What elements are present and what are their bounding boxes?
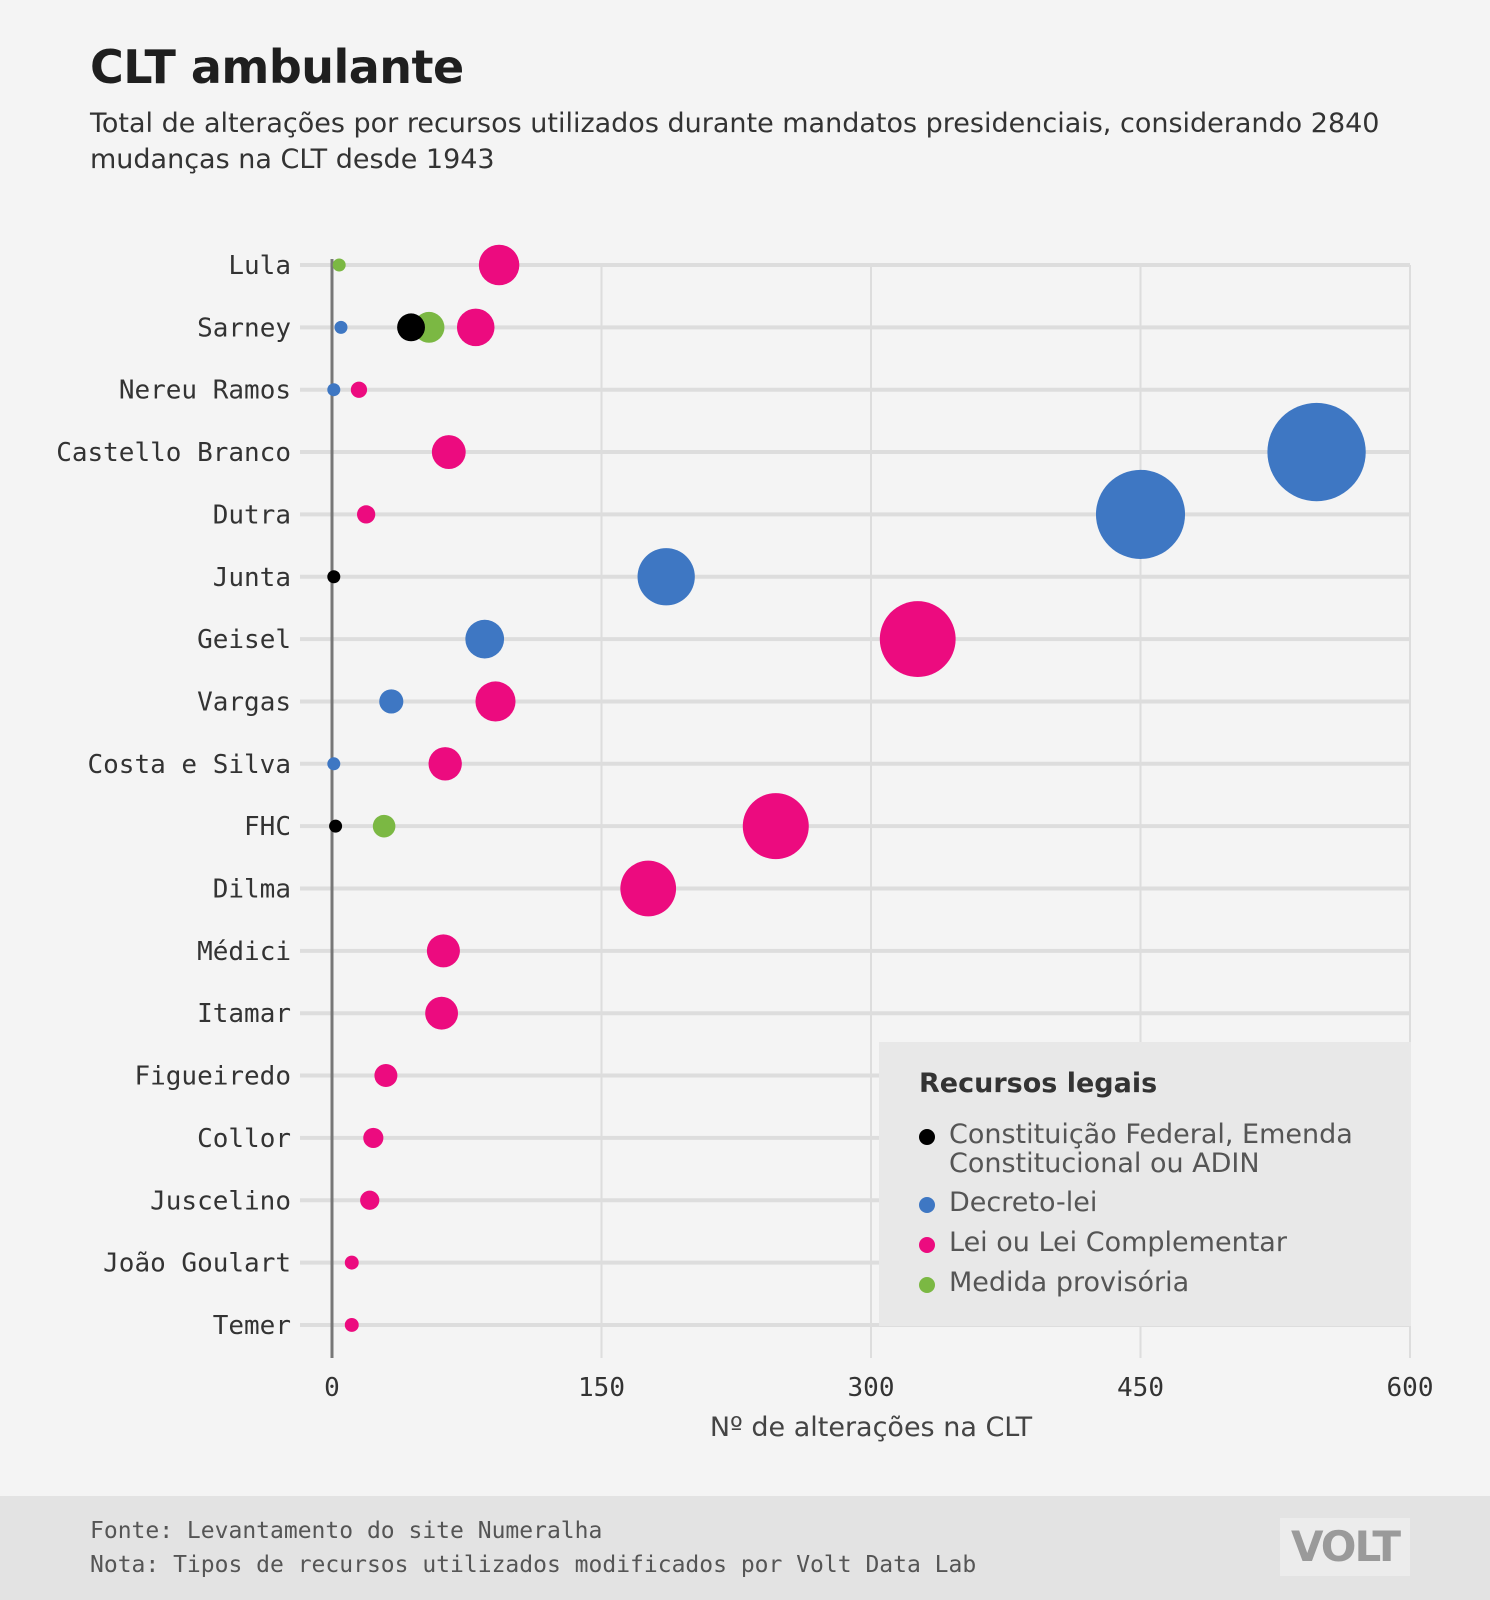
data-point bbox=[327, 383, 341, 397]
data-point bbox=[1095, 469, 1186, 559]
data-point bbox=[620, 860, 677, 917]
category-label: Dilma bbox=[213, 875, 291, 905]
x-tick-label: 600 bbox=[1387, 1373, 1434, 1403]
data-point bbox=[374, 1064, 398, 1088]
legend-label: Lei ou Lei Complementar bbox=[949, 1227, 1287, 1258]
legend-label: Decreto-lei bbox=[949, 1187, 1098, 1218]
category-label: João Goulart bbox=[103, 1249, 291, 1279]
legend-swatch bbox=[919, 1129, 935, 1145]
data-point bbox=[879, 601, 956, 678]
data-point bbox=[334, 320, 348, 334]
category-label: Juscelino bbox=[150, 1186, 291, 1216]
data-point bbox=[372, 814, 396, 838]
data-point bbox=[327, 570, 341, 584]
data-point bbox=[363, 1127, 384, 1148]
data-point bbox=[332, 258, 346, 272]
chart-title: CLT ambulante bbox=[90, 40, 464, 94]
data-point bbox=[344, 1255, 359, 1270]
category-label: Vargas bbox=[197, 687, 291, 717]
data-point bbox=[360, 1190, 380, 1210]
data-point bbox=[379, 689, 404, 714]
legend-swatch bbox=[919, 1197, 935, 1213]
x-tick-label: 450 bbox=[1117, 1373, 1164, 1403]
chart-area: Lula Sarney Nereu Ramos Castello Branco Dutr… bbox=[56, 244, 1433, 1443]
chart-subtitle: Total de alterações por recursos utiliza… bbox=[90, 108, 1380, 175]
legend-title: Recursos legais bbox=[919, 1068, 1158, 1099]
category-label: Itamar bbox=[197, 999, 291, 1029]
data-points bbox=[327, 244, 1366, 1332]
volt-logo: VOLT bbox=[1280, 1518, 1410, 1576]
data-point bbox=[344, 1317, 359, 1332]
data-point bbox=[637, 548, 695, 606]
category-label: Collor bbox=[197, 1124, 291, 1154]
x-tick-label: 300 bbox=[848, 1373, 895, 1403]
category-label: Sarney bbox=[197, 313, 291, 343]
category-label: Junta bbox=[213, 563, 291, 593]
category-label: Temer bbox=[213, 1311, 291, 1341]
category-label: Figueiredo bbox=[134, 1062, 291, 1092]
category-label: Dutra bbox=[213, 500, 291, 530]
data-point bbox=[431, 435, 466, 469]
legend-swatch bbox=[919, 1277, 935, 1293]
data-point bbox=[475, 681, 516, 722]
x-tick-labels: 0 150 300 450 600 bbox=[324, 1373, 1433, 1403]
category-label: Nereu Ramos bbox=[119, 376, 291, 406]
category-label: Lula bbox=[228, 251, 291, 281]
data-point bbox=[397, 313, 425, 342]
legend-swatch bbox=[919, 1237, 935, 1253]
footer: Fonte: Levantamento do site Numeralha No… bbox=[0, 1496, 1490, 1600]
legend: Recursos legais Constituição Federal, Em… bbox=[879, 1042, 1411, 1326]
data-point bbox=[329, 819, 343, 833]
data-point bbox=[742, 793, 809, 860]
x-axis-label: Nº de alterações na CLT bbox=[710, 1412, 1033, 1443]
category-label: Médici bbox=[197, 937, 291, 967]
category-label: FHC bbox=[244, 812, 291, 842]
data-point bbox=[356, 505, 376, 524]
category-label: Costa e Silva bbox=[88, 750, 292, 780]
x-tick-label: 150 bbox=[578, 1373, 625, 1403]
data-point bbox=[478, 244, 520, 286]
x-tick-label: 0 bbox=[324, 1373, 340, 1403]
data-point bbox=[425, 996, 458, 1030]
category-label: Geisel bbox=[197, 625, 291, 655]
source-note: Fonte: Levantamento do site Numeralha bbox=[90, 1518, 603, 1544]
method-note: Nota: Tipos de recursos utilizados modif… bbox=[90, 1552, 977, 1578]
legend-label: Medida provisória bbox=[949, 1267, 1190, 1298]
data-point bbox=[428, 747, 462, 781]
data-point bbox=[456, 308, 495, 347]
data-point bbox=[327, 757, 341, 771]
data-point bbox=[1267, 402, 1366, 502]
category-label: Castello Branco bbox=[56, 438, 291, 468]
data-point bbox=[426, 934, 460, 968]
legend-label: Constituição Federal, Emenda Constitucio… bbox=[949, 1119, 1353, 1179]
data-point bbox=[350, 381, 368, 398]
category-labels: Lula Sarney Nereu Ramos Castello Branco Dutr… bbox=[56, 251, 291, 1341]
data-point bbox=[465, 619, 505, 659]
